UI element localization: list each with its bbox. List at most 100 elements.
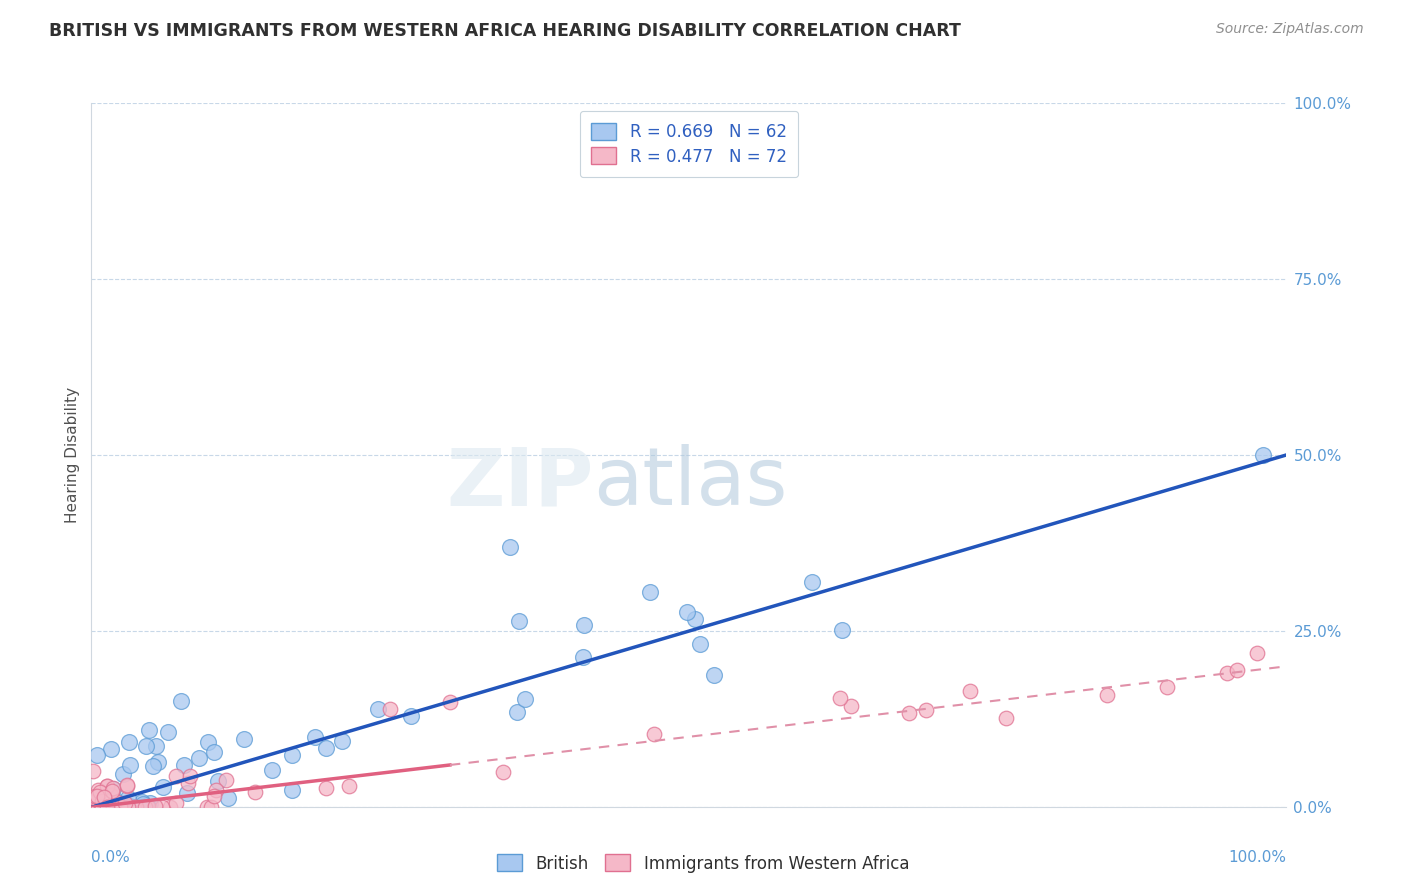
Point [86,800,108,814]
Point [82,791,104,805]
Text: BRITISH VS IMMIGRANTS FROM WESTERN AFRICA HEARING DISABILITY CORRELATION CHART: BRITISH VS IMMIGRANTS FROM WESTERN AFRIC… [49,22,962,40]
Point [115,779,138,793]
Point [89,785,111,799]
Point [195,800,218,814]
Point [492,764,515,779]
Point [315,780,337,795]
Text: 0.0%: 0.0% [91,849,131,864]
Point [498,540,520,554]
Point [103,800,125,814]
Point [217,791,239,805]
Point [89,796,111,810]
Point [179,769,201,783]
Point [114,796,136,810]
Point [131,796,153,810]
Point [202,745,225,759]
Point [176,776,198,790]
Point [86,789,108,804]
Point [1226,664,1249,678]
Point [87,800,110,814]
Point [101,783,124,797]
Point [96,800,118,814]
Point [86,800,108,814]
Point [831,623,853,637]
Point [801,574,824,589]
Point [157,724,180,739]
Point [100,741,122,756]
Point [572,617,595,632]
Point [90,800,112,814]
Point [232,731,254,746]
Point [83,800,105,814]
Point [107,799,129,814]
Point [91,800,114,814]
Point [103,782,125,797]
Point [118,735,141,749]
Point [82,764,104,778]
Point [702,667,724,681]
Point [105,795,128,809]
Point [675,605,697,619]
Point [439,695,461,709]
Point [897,706,920,720]
Point [330,733,353,747]
Point [205,783,228,797]
Point [915,703,938,717]
Point [165,796,187,810]
Point [572,649,595,664]
Point [146,755,169,769]
Text: 100.0%: 100.0% [1229,849,1286,864]
Point [187,751,209,765]
Point [96,779,118,793]
Point [96,780,118,794]
Point [93,792,115,806]
Point [117,791,139,805]
Point [515,692,537,706]
Point [176,786,198,800]
Point [138,723,160,738]
Point [136,800,159,814]
Point [315,741,337,756]
Point [120,799,142,814]
Point [683,612,706,626]
Point [98,800,121,814]
Text: atlas: atlas [593,444,787,522]
Point [260,764,283,778]
Point [638,585,661,599]
Text: Source: ZipAtlas.com: Source: ZipAtlas.com [1216,22,1364,37]
Point [150,800,173,814]
Point [197,734,219,748]
Point [84,789,107,803]
Point [111,767,134,781]
Point [506,705,529,719]
Point [281,782,304,797]
Text: ZIP: ZIP [446,444,593,522]
Point [1246,646,1268,660]
Point [173,758,195,772]
Point [128,800,150,814]
Point [159,800,181,814]
Point [101,781,124,796]
Point [115,778,138,792]
Point [135,739,157,753]
Point [138,800,160,814]
Point [131,800,153,814]
Point [100,800,122,814]
Point [207,773,229,788]
Point [117,800,139,814]
Point [108,800,131,814]
Point [243,785,266,799]
Point [143,799,166,814]
Legend: British, Immigrants from Western Africa: British, Immigrants from Western Africa [491,847,915,880]
Point [643,727,665,741]
Point [1097,688,1119,702]
Point [82,795,104,809]
Legend: R = 0.669   N = 62, R = 0.477   N = 72: R = 0.669 N = 62, R = 0.477 N = 72 [579,111,799,178]
Point [82,795,104,809]
Point [120,758,142,772]
Point [101,800,124,814]
Point [202,789,225,804]
Point [152,780,174,794]
Point [93,800,115,814]
Point [100,788,122,802]
